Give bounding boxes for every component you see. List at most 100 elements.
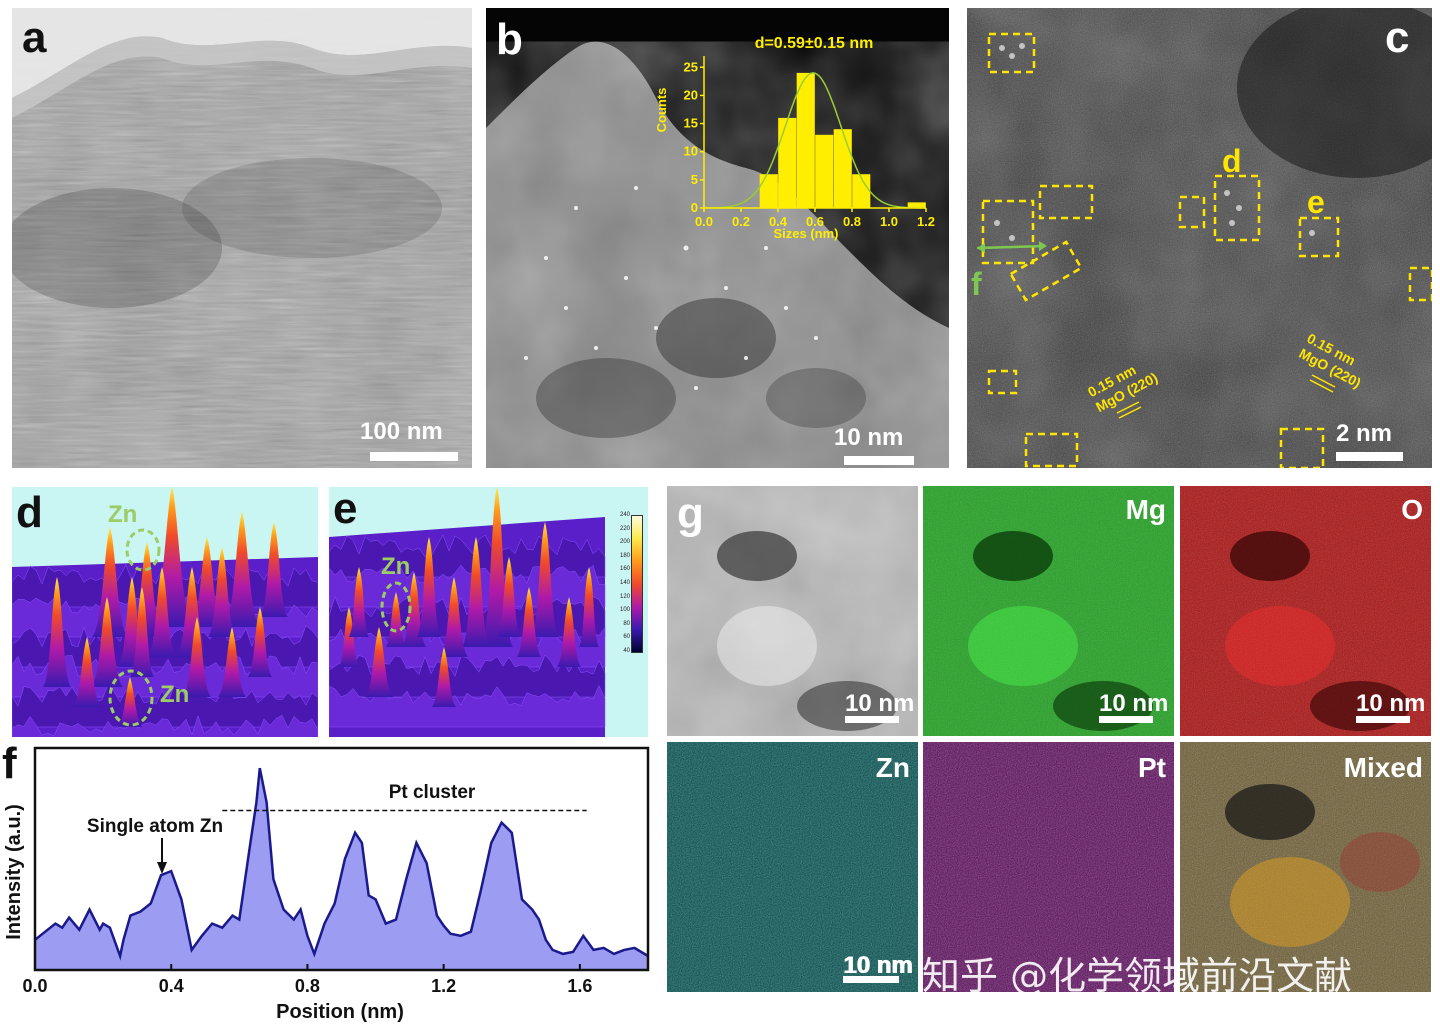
eds-tile-mixed: Mixed xyxy=(1180,742,1431,992)
surface-ridge xyxy=(329,564,606,608)
profile-x-tick-label: 1.2 xyxy=(431,976,456,996)
eds-pt-scale-text: 10 nm xyxy=(844,952,914,979)
eds-o-scale-text: 10 nm xyxy=(1356,690,1426,717)
panel-b-haadf-image: b 10 nm d=0.59±0.15 nm Counts Sizes (nm)… xyxy=(486,8,949,468)
intensity-peak xyxy=(440,577,468,657)
profile-area xyxy=(35,768,648,970)
panel-g-label: g xyxy=(677,489,704,538)
gaussian-fit-curve xyxy=(704,72,926,209)
eds-zn-tag: Zn xyxy=(875,752,910,783)
intensity-peak xyxy=(557,597,581,667)
eds-o-texture xyxy=(1180,486,1431,736)
eds-tile-o: O 10 nm xyxy=(1180,486,1431,736)
panel-b-label: b xyxy=(496,15,523,64)
histogram-y-tick-label: 25 xyxy=(684,59,698,74)
histogram-bar xyxy=(852,174,871,208)
box-d-label: d xyxy=(1222,143,1242,179)
box-e-label: e xyxy=(1307,184,1325,220)
eds-pt-scale-bar xyxy=(845,976,899,983)
intensity-peak xyxy=(118,677,142,727)
eds-haadf-scale-bar xyxy=(845,716,899,723)
colorbar-tick-label: 60 xyxy=(623,634,630,641)
histogram-x-tick-label: 1.2 xyxy=(917,214,935,229)
intensity-peak xyxy=(208,547,236,637)
colorbar-tick-label: 80 xyxy=(623,620,630,627)
eds-mg-tag: Mg xyxy=(1125,494,1166,525)
colorbar-tick-label: 100 xyxy=(619,607,630,614)
panel-f-label: f xyxy=(2,740,17,788)
profile-x-tick-label: 0.4 xyxy=(159,976,184,996)
size-distribution-histogram: d=0.59±0.15 nm Counts Sizes (nm) 0.0 0.2 0… xyxy=(654,35,935,241)
eds-mixed-tag: Mixed xyxy=(1343,752,1423,783)
histogram-title: d=0.59±0.15 nm xyxy=(755,35,874,52)
intensity-peak xyxy=(43,577,71,687)
panel-b-scale-text: 10 nm xyxy=(834,424,904,451)
intensity-peak xyxy=(497,557,521,637)
surface-plot-d xyxy=(12,487,318,737)
panel-e-label: e xyxy=(333,487,358,533)
intensity-peak xyxy=(432,647,456,707)
panel-a-scale-text: 100 nm xyxy=(360,418,443,445)
eds-zn-texture xyxy=(667,742,918,992)
eds-tile-pt: Pt xyxy=(923,742,1174,992)
watermark: 知乎 @化学领域前沿文献 xyxy=(922,954,1353,998)
histogram-bar xyxy=(833,129,852,208)
intensity-peak xyxy=(73,637,101,707)
intensity-peak xyxy=(462,537,490,647)
surface-ridge xyxy=(329,684,606,728)
intensity-peak xyxy=(579,567,599,647)
histogram-x-tick-label: 0.8 xyxy=(843,214,861,229)
eds-pt-tag: Pt xyxy=(1138,752,1166,783)
zn-label-d1: Zn xyxy=(108,501,138,528)
panel-b-scale-bar xyxy=(844,456,914,465)
colorbar-tick-label: 40 xyxy=(623,648,630,654)
panel-c-scale-text: 2 nm xyxy=(1336,420,1393,447)
intensity-peak xyxy=(531,522,559,637)
eds-mg-scale-text: 10 nm xyxy=(1099,690,1169,717)
histogram-y-tick-label: 5 xyxy=(691,172,698,187)
histogram-bar xyxy=(907,202,926,208)
intensity-peak xyxy=(517,587,541,657)
histogram-bar xyxy=(778,117,797,208)
colorbar-tick-label: 200 xyxy=(619,539,630,546)
colorbar-tick-label: 160 xyxy=(619,566,630,573)
panel-c-atomic-image: c d e f 0.15 nm MgO (220) 0.15 nm MgO (2… xyxy=(967,8,1432,468)
panel-d-label: d xyxy=(16,488,43,537)
histogram-bar xyxy=(796,72,815,208)
line-profile-chart: f Intensity (a.u.) Position (nm) Single … xyxy=(2,740,650,1023)
zn-label-e: Zn xyxy=(381,553,411,580)
eds-o-scale-bar xyxy=(1356,716,1410,723)
intensity-peak xyxy=(260,522,288,617)
intensity-peak xyxy=(218,627,246,697)
profile-xlabel: Position (nm) xyxy=(276,1001,404,1023)
eds-pt-texture xyxy=(923,742,1174,992)
intensity-peak xyxy=(417,537,441,637)
eds-tile-mg: Mg 10 nm xyxy=(923,486,1174,736)
surface-ridge xyxy=(12,714,318,737)
intensity-peak xyxy=(248,607,272,677)
colorbar-tick-label: 120 xyxy=(619,593,630,600)
intensity-peak xyxy=(191,537,223,627)
panel-c-label: c xyxy=(1385,13,1410,62)
histogram-bar xyxy=(759,174,778,208)
eds-haadf-texture xyxy=(667,486,918,736)
histogram-x-tick-label: 0.0 xyxy=(695,214,713,229)
histogram-y-tick-label: 15 xyxy=(684,116,698,131)
eds-haadf-scale-text: 10 nm xyxy=(845,690,915,717)
eds-tile-haadf: g 10 nm xyxy=(667,486,918,736)
colorbar-tick-label: 220 xyxy=(619,525,630,532)
profile-x-tick-label: 0.0 xyxy=(22,976,47,996)
eds-mg-texture xyxy=(923,486,1174,736)
colorbar-ticks: 240 220 200 180 160 140 120 100 80 60 40 xyxy=(616,512,630,654)
histogram-x-tick-label: 0.4 xyxy=(769,214,788,229)
intensity-peak xyxy=(183,617,211,697)
panel-c-scale-bar xyxy=(1336,452,1403,461)
intensity-peak xyxy=(92,527,128,637)
tem-texture xyxy=(12,8,472,468)
intensity-peak xyxy=(365,627,393,697)
intensity-peak xyxy=(148,567,176,657)
histogram-x-tick-label: 0.6 xyxy=(806,214,824,229)
eds-zn-scale-text: 10 nm xyxy=(843,952,913,979)
eds-mg-scale-bar xyxy=(1099,716,1153,723)
eds-o-tag: O xyxy=(1401,494,1423,525)
